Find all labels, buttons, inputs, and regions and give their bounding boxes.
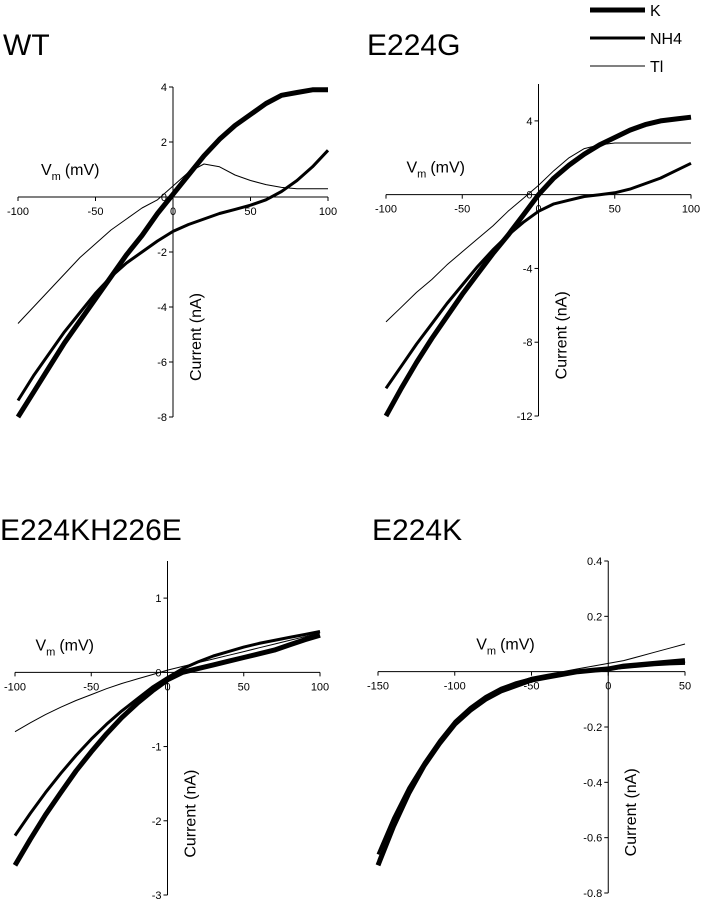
y-tick-label: -1: [152, 742, 162, 754]
x-tick-label: 50: [679, 681, 691, 693]
x-tick-label: 0: [605, 681, 611, 693]
x-tick-label: 0: [164, 681, 170, 693]
y-tick-label: -0.2: [583, 722, 602, 734]
x-tick-label: -50: [454, 204, 470, 216]
x-axis-label-unit: (mV): [500, 637, 535, 654]
chart-title: WT: [3, 29, 50, 62]
data-line: [384, 161, 692, 390]
y-tick-label: -2: [157, 247, 167, 259]
legend-label: Tl: [650, 59, 663, 76]
x-axis-label: Vm (mV): [41, 162, 100, 183]
y-tick-label: -8: [523, 337, 533, 349]
y-tick-label: 2: [161, 137, 167, 149]
y-tick-label: 0.2: [587, 611, 602, 623]
y-axis-label: Current (nA): [183, 770, 200, 858]
x-axis-label-subscript: m: [46, 646, 55, 658]
x-axis-label-main: V: [476, 637, 487, 654]
legend-label: K: [650, 3, 661, 20]
chart-title: E224K: [372, 514, 462, 547]
x-tick-label: -50: [83, 681, 99, 693]
y-tick-label: 0: [526, 190, 532, 202]
data-line: [377, 643, 686, 860]
y-tick-label: -12: [517, 411, 533, 423]
y-tick-label: 0: [161, 192, 167, 204]
x-axis-label-unit: (mV): [65, 162, 100, 179]
data-line: [385, 142, 691, 323]
y-tick-label: -4: [157, 302, 167, 314]
data-line: [13, 630, 321, 837]
x-tick-label: 50: [238, 681, 250, 693]
y-tick-label: 1: [155, 593, 161, 605]
y-axis-label: Current (nA): [554, 291, 571, 379]
x-tick-label: -150: [367, 681, 389, 693]
x-axis-label-main: V: [407, 160, 418, 177]
y-tick-label: -8: [157, 412, 167, 424]
y-tick-label: -4: [523, 263, 533, 275]
data-line: [12, 632, 321, 867]
x-tick-label: -100: [7, 206, 29, 218]
x-tick-label: 100: [311, 681, 329, 693]
x-tick-label: -50: [88, 206, 104, 218]
y-tick-label: -2: [152, 816, 162, 828]
x-tick-label: -100: [375, 204, 397, 216]
x-tick-label: 100: [682, 204, 700, 216]
data-line: [17, 163, 328, 324]
x-axis-label: Vm (mV): [476, 637, 535, 658]
x-tick-label: -100: [444, 681, 466, 693]
y-tick-label: 0.4: [587, 556, 602, 568]
x-tick-label: 0: [170, 206, 176, 218]
x-axis-label-unit: (mV): [430, 160, 465, 177]
x-axis-label-main: V: [36, 637, 47, 654]
x-tick-label: -100: [4, 681, 26, 693]
x-tick-label: 50: [244, 206, 256, 218]
x-axis-label-subscript: m: [52, 171, 61, 183]
y-tick-label: -0.8: [583, 888, 602, 900]
x-axis-label-main: V: [41, 162, 52, 179]
x-axis-label-unit: (mV): [59, 637, 94, 654]
x-tick-label: 100: [319, 206, 337, 218]
data-line: [14, 632, 321, 733]
legend-label: NH4: [650, 31, 682, 48]
x-axis-label-subscript: m: [487, 646, 496, 658]
y-tick-label: -6: [157, 357, 167, 369]
x-axis-label: Vm (mV): [36, 637, 95, 658]
x-tick-label: 50: [609, 204, 621, 216]
data-line: [383, 114, 692, 418]
y-tick-label: 4: [526, 116, 532, 128]
y-axis-label: Current (nA): [188, 293, 205, 381]
data-line: [16, 149, 330, 402]
chart-title: E224G: [367, 29, 460, 62]
chart-title: E224KH226E: [0, 514, 182, 547]
y-tick-label: -0.4: [583, 777, 602, 789]
y-tick-label: 4: [161, 82, 167, 94]
x-axis-label: Vm (mV): [407, 160, 466, 181]
y-tick-label: -3: [152, 890, 162, 900]
x-axis-label-subscript: m: [417, 169, 426, 181]
y-axis-label: Current (nA): [623, 768, 640, 856]
y-tick-label: -0.6: [583, 833, 602, 845]
data-line: [15, 87, 328, 419]
y-tick-label: 0: [155, 667, 161, 679]
